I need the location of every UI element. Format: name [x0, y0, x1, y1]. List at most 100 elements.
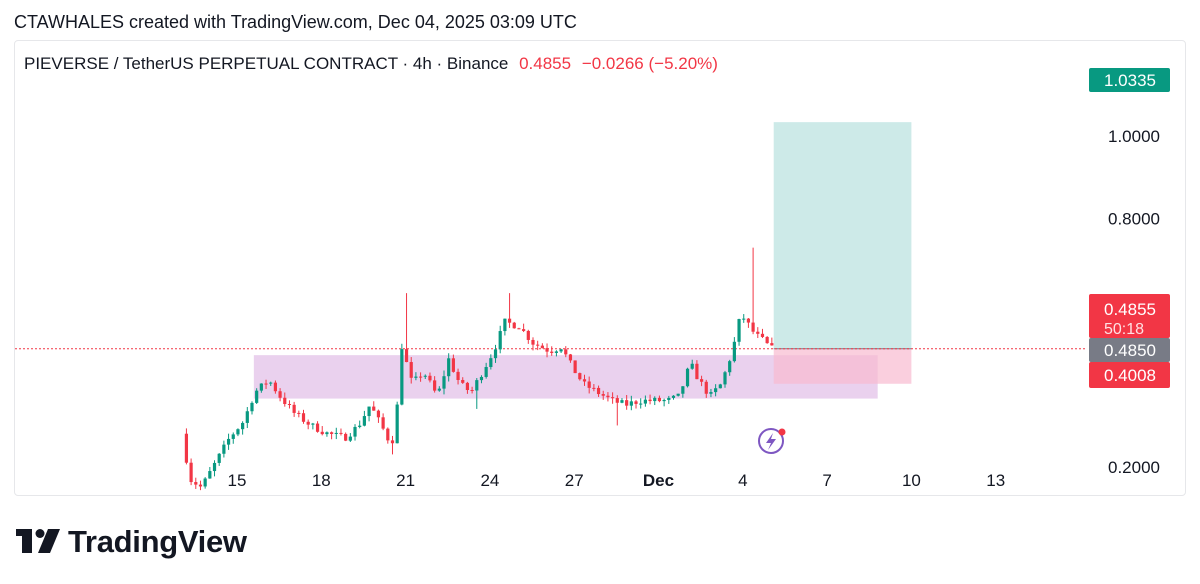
candle[interactable]: [573, 360, 577, 374]
candle[interactable]: [685, 367, 690, 388]
candle[interactable]: [250, 401, 254, 415]
candle[interactable]: [287, 400, 292, 409]
candle[interactable]: [601, 390, 605, 400]
candle[interactable]: [484, 362, 488, 379]
candle[interactable]: [381, 413, 385, 431]
candle[interactable]: [362, 410, 366, 427]
candle[interactable]: [517, 327, 521, 330]
candle[interactable]: [222, 440, 226, 458]
candle[interactable]: [465, 381, 470, 394]
candle[interactable]: [255, 388, 259, 405]
candle[interactable]: [493, 344, 498, 363]
stop-price-label[interactable]: 0.4008: [1089, 362, 1170, 388]
candle[interactable]: [372, 401, 376, 411]
candle[interactable]: [236, 428, 240, 437]
candle[interactable]: [728, 359, 732, 376]
candle[interactable]: [358, 420, 362, 429]
candle[interactable]: [615, 395, 619, 426]
candle[interactable]: [194, 477, 198, 489]
candle[interactable]: [507, 293, 512, 328]
candle[interactable]: [348, 433, 352, 443]
candle[interactable]: [503, 318, 507, 336]
candle[interactable]: [198, 480, 203, 491]
candle[interactable]: [386, 427, 390, 444]
flash-icon[interactable]: [758, 428, 786, 454]
candle[interactable]: [269, 381, 273, 386]
candle[interactable]: [479, 375, 484, 384]
candle[interactable]: [676, 393, 680, 397]
candle[interactable]: [447, 353, 451, 382]
candle[interactable]: [737, 318, 741, 346]
candle[interactable]: [189, 458, 193, 486]
candle[interactable]: [437, 386, 441, 392]
candle[interactable]: [264, 379, 268, 389]
candle[interactable]: [259, 383, 263, 393]
candle[interactable]: [526, 329, 530, 344]
candle[interactable]: [634, 399, 638, 409]
candle[interactable]: [704, 379, 708, 398]
candle[interactable]: [732, 337, 736, 363]
candle[interactable]: [461, 377, 465, 384]
candle[interactable]: [433, 376, 437, 393]
candle[interactable]: [451, 354, 455, 373]
candle[interactable]: [184, 428, 189, 465]
candle[interactable]: [273, 380, 278, 394]
candle[interactable]: [475, 378, 479, 409]
candle[interactable]: [217, 453, 221, 466]
candle[interactable]: [409, 357, 413, 384]
candle[interactable]: [746, 318, 751, 328]
last-price-label[interactable]: 0.4855 50:18: [1089, 294, 1170, 338]
candle[interactable]: [428, 372, 432, 383]
candle[interactable]: [330, 431, 334, 440]
long-position-stop-zone[interactable]: [773, 348, 912, 384]
symbol-legend[interactable]: PIEVERSE / TetherUS PERPETUAL CONTRACT ·…: [24, 54, 718, 74]
candle[interactable]: [325, 431, 329, 437]
candle[interactable]: [714, 384, 718, 397]
candle[interactable]: [657, 395, 662, 403]
candle[interactable]: [395, 401, 399, 444]
candle[interactable]: [390, 435, 395, 455]
candle[interactable]: [625, 395, 629, 410]
candle[interactable]: [653, 396, 657, 406]
candle[interactable]: [770, 337, 774, 346]
candle[interactable]: [550, 346, 554, 356]
candle[interactable]: [489, 354, 493, 370]
candle[interactable]: [723, 370, 727, 388]
candle[interactable]: [278, 388, 282, 402]
candle[interactable]: [522, 323, 526, 333]
candle[interactable]: [245, 407, 249, 429]
candle[interactable]: [231, 432, 235, 444]
candle[interactable]: [568, 353, 573, 363]
candle[interactable]: [315, 421, 320, 433]
candle[interactable]: [629, 395, 633, 411]
candle[interactable]: [587, 376, 591, 394]
entry-price-label[interactable]: 0.4850: [1089, 338, 1170, 362]
candle[interactable]: [442, 370, 446, 395]
candle[interactable]: [536, 340, 540, 351]
candle[interactable]: [311, 422, 315, 430]
candle[interactable]: [765, 336, 769, 344]
candle[interactable]: [212, 460, 217, 477]
candle[interactable]: [353, 424, 357, 441]
candle[interactable]: [582, 374, 587, 386]
candle[interactable]: [376, 409, 381, 423]
candle[interactable]: [545, 343, 549, 358]
candle[interactable]: [564, 346, 568, 358]
candle[interactable]: [301, 409, 306, 424]
candle[interactable]: [203, 477, 207, 489]
candle[interactable]: [695, 360, 699, 380]
long-position-target-zone[interactable]: [773, 122, 912, 349]
candle[interactable]: [226, 433, 231, 450]
candle[interactable]: [456, 368, 460, 385]
candle[interactable]: [283, 392, 287, 407]
candle[interactable]: [620, 398, 624, 404]
candle[interactable]: [606, 392, 610, 402]
candle[interactable]: [414, 372, 418, 381]
candle[interactable]: [292, 401, 296, 417]
candle[interactable]: [742, 314, 746, 323]
candle[interactable]: [320, 426, 324, 436]
candle[interactable]: [470, 386, 474, 394]
candle[interactable]: [559, 348, 563, 353]
candle[interactable]: [297, 410, 301, 418]
